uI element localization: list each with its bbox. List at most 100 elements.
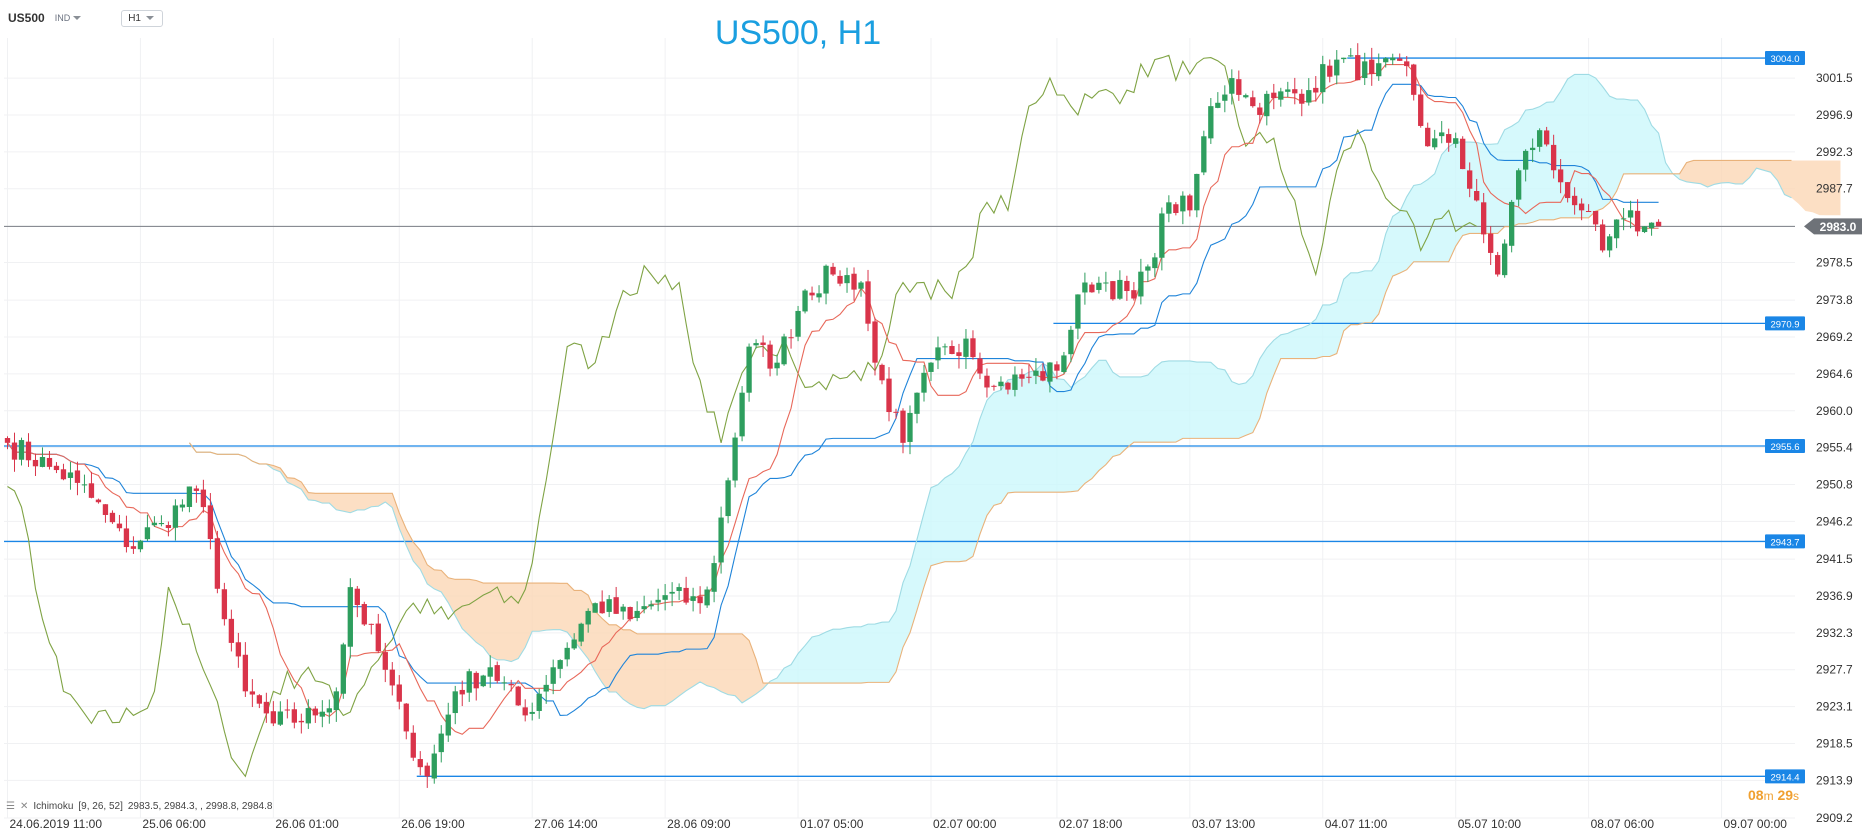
candle-body	[1529, 147, 1536, 151]
candle	[935, 336, 941, 370]
market-selector[interactable]: IND	[55, 13, 82, 23]
candle-body	[1264, 93, 1270, 117]
candle	[452, 685, 458, 725]
candle-body	[816, 293, 822, 298]
candle-body	[1194, 173, 1200, 211]
symbol-label[interactable]: US500	[8, 11, 45, 25]
candle	[1502, 239, 1508, 278]
candle	[382, 642, 388, 683]
time-axis[interactable]: 24.06.2019 11:00 25.06 06:00 26.06 01:00 26…	[9, 817, 1787, 831]
candle-body	[1341, 57, 1347, 60]
candle	[767, 340, 773, 377]
candle	[697, 586, 703, 614]
candle	[662, 584, 668, 611]
candle	[1571, 187, 1578, 215]
candle	[1474, 178, 1480, 202]
candle	[718, 506, 724, 574]
candle	[844, 267, 850, 293]
candle	[1285, 81, 1291, 98]
candle	[816, 285, 822, 303]
candle-body	[109, 512, 116, 523]
price-tick-label: 2946.2	[1816, 514, 1853, 528]
candle-body	[858, 282, 864, 289]
candle	[74, 461, 81, 496]
candle	[501, 676, 507, 691]
candle	[1411, 63, 1417, 101]
candle-body	[774, 362, 780, 369]
candle-body	[1306, 90, 1312, 103]
candle-body	[1641, 226, 1648, 233]
candle-body	[886, 378, 892, 413]
candle	[1634, 199, 1641, 237]
horizontal-levels[interactable]	[4, 57, 1795, 777]
candle-body	[550, 667, 556, 684]
indicator-name: Ichimoku	[33, 801, 74, 812]
candle-body	[319, 711, 325, 717]
candle-body	[1222, 94, 1228, 101]
indicator-settings-icon[interactable]: ☰	[6, 801, 15, 812]
time-tick-label: 24.06.2019 11:00	[9, 817, 102, 831]
candle-body	[1103, 282, 1109, 284]
candle	[1613, 219, 1620, 249]
candle	[543, 674, 549, 704]
time-tick-label: 26.06 19:00	[401, 817, 465, 831]
candle	[263, 692, 270, 723]
timeframe-selector[interactable]: H1	[121, 9, 163, 27]
candle-body	[151, 522, 158, 526]
candle-body	[1327, 65, 1333, 77]
candle-body	[67, 472, 74, 478]
candle	[830, 262, 836, 277]
candle	[1334, 50, 1340, 85]
candle-body	[459, 689, 465, 695]
candle-body	[1446, 134, 1452, 143]
candle-body	[711, 563, 717, 592]
price-axis[interactable]: 3001.52996.92992.32987.72983.02978.52973…	[1816, 71, 1853, 825]
candle	[1425, 122, 1431, 147]
candle	[627, 606, 633, 622]
candle-body	[326, 708, 332, 713]
candle-body	[1383, 58, 1389, 63]
candle-body	[1166, 202, 1172, 214]
candle-body	[963, 338, 969, 357]
candle-body	[592, 603, 598, 613]
candle	[620, 604, 626, 620]
candle	[1481, 193, 1487, 244]
level-tag-box	[1765, 316, 1805, 331]
candle	[991, 384, 997, 391]
candle	[88, 471, 95, 499]
candle-body	[1061, 355, 1067, 373]
price-tick-label: 2918.5	[1816, 736, 1853, 750]
candle	[242, 642, 249, 697]
close-icon[interactable]: ✕	[19, 801, 29, 812]
candle	[1243, 93, 1249, 99]
candle-body	[249, 691, 256, 695]
candle-body	[683, 587, 689, 603]
candle-body	[382, 652, 388, 670]
candle	[1208, 97, 1214, 144]
chevron-down-icon	[73, 16, 82, 20]
candle-body	[760, 342, 766, 345]
candle	[459, 680, 465, 707]
candle-body	[46, 457, 53, 467]
candle	[1550, 134, 1557, 179]
time-tick-label: 27.06 14:00	[534, 817, 598, 831]
market-label: IND	[54, 13, 71, 23]
candle-body	[515, 686, 521, 706]
candle	[1390, 53, 1396, 65]
candle-body	[1425, 127, 1431, 147]
price-tick-label: 2973.8	[1816, 293, 1853, 307]
candle	[1152, 252, 1158, 278]
candle-body	[1201, 136, 1207, 173]
candle	[228, 609, 235, 652]
candle	[1453, 132, 1459, 148]
candle-body	[130, 546, 137, 549]
level-tag-box	[1765, 534, 1805, 549]
candle-body	[732, 437, 738, 481]
candle-body	[1522, 150, 1529, 170]
candle-body	[984, 375, 990, 388]
candle-body	[1592, 210, 1599, 225]
level-tag-box	[1765, 51, 1805, 66]
candle-body	[585, 610, 591, 625]
candle-body	[739, 392, 745, 437]
